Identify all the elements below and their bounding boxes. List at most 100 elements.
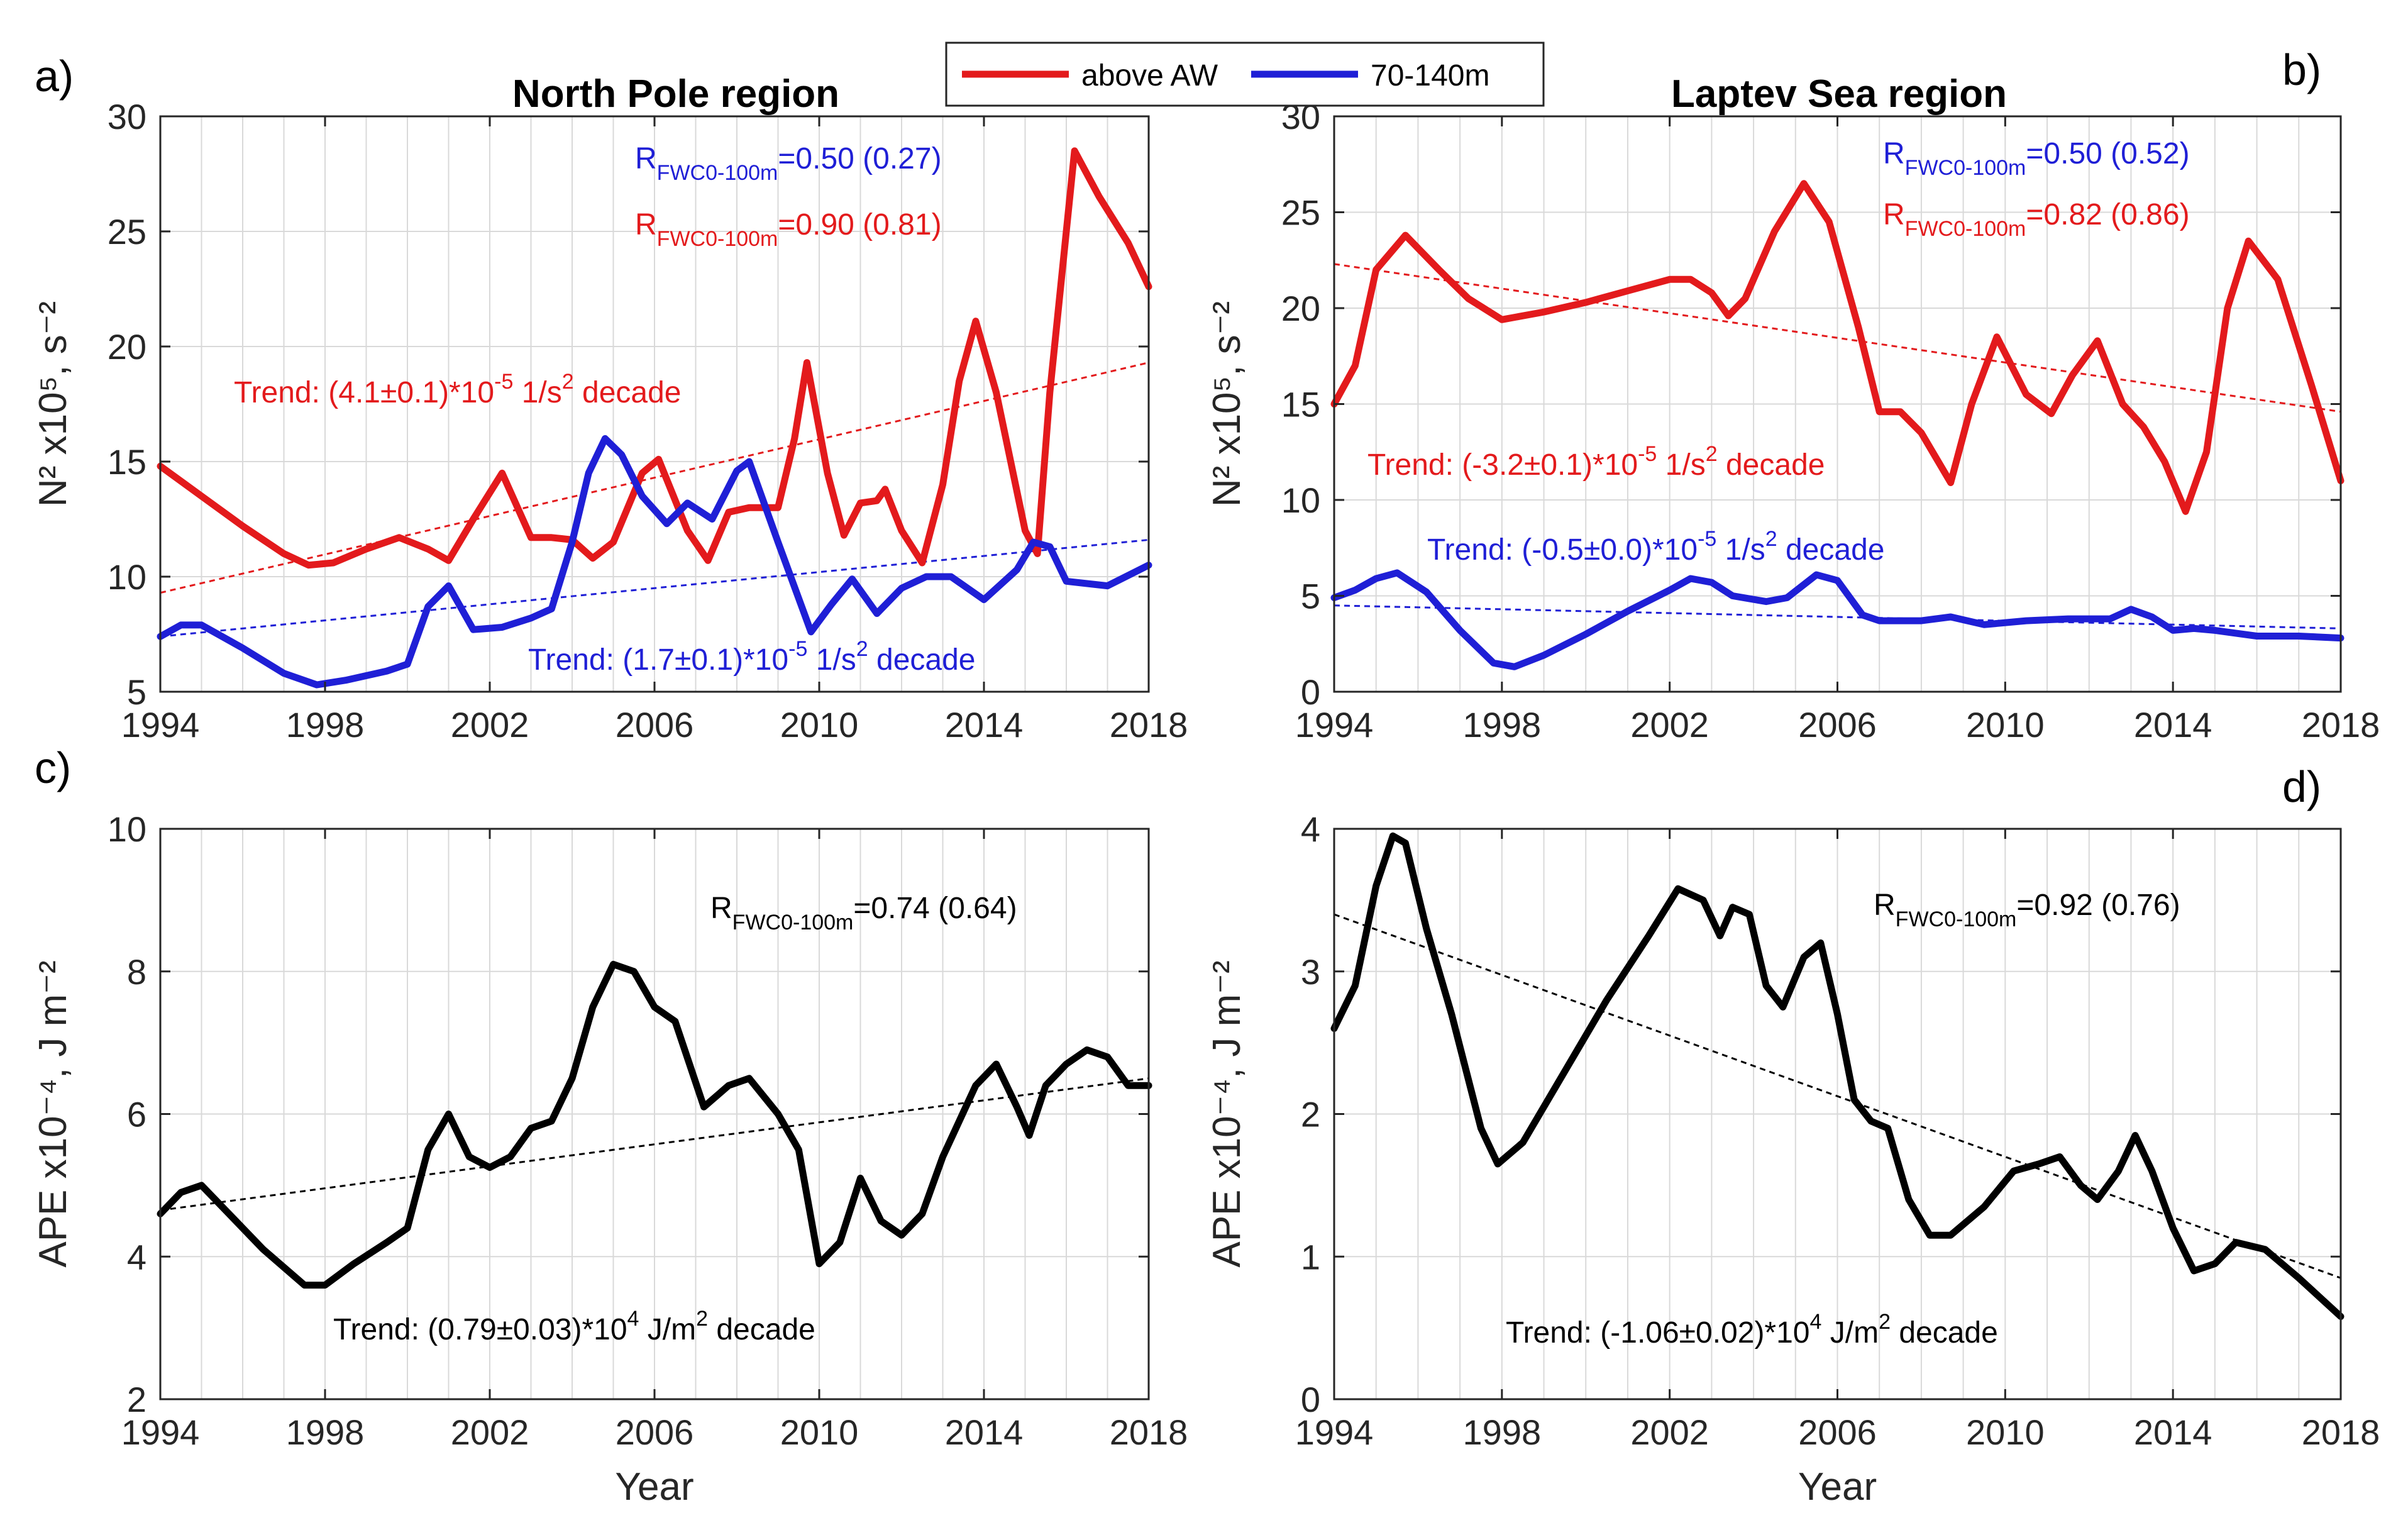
x-tick-label: 2018 [2302, 1412, 2380, 1452]
x-tick-label: 2010 [780, 705, 859, 745]
x-tick-label: 2018 [1110, 1412, 1188, 1452]
annotation-text: =0.50 (0.52) [2026, 137, 2189, 170]
correlation-annotation: RFWC0-100m=0.50 (0.52) [1883, 137, 2190, 180]
y-tick-label: 4 [1301, 809, 1320, 849]
annotation-text: =0.74 (0.64) [853, 892, 1017, 925]
annotation-text: R [1883, 137, 1905, 170]
series-line [157, 435, 1152, 689]
annotation-text: R [1874, 889, 1896, 922]
annotation-text: 1/s [1657, 448, 1705, 482]
x-tick-label: 1998 [1463, 705, 1542, 745]
trend-annotation: Trend: (1.7±0.1)*10-5 1/s2 decade [528, 637, 975, 677]
annotation-text: Trend: (-1.06±0.02)*10 [1506, 1316, 1810, 1350]
y-axis-label: APE x10⁻⁴, J m⁻² [31, 960, 75, 1267]
x-tick-label: 2006 [616, 705, 694, 745]
annotation-text: 1/s [807, 643, 856, 677]
x-tick-label: 2014 [945, 705, 1024, 745]
y-tick-label: 20 [108, 327, 146, 367]
legend: above AW 70-140m [945, 42, 1545, 107]
annotation-subscript: FWC0-100m [1905, 217, 2026, 241]
y-tick-label: 0 [1301, 672, 1320, 712]
series-line [157, 147, 1152, 569]
annotation-subscript: FWC0-100m [1896, 907, 2017, 931]
annotation-text: =0.50 (0.27) [778, 142, 941, 175]
trend-annotation: Trend: (-1.06±0.02)*104 J/m2 decade [1506, 1310, 1998, 1350]
y-tick-label: 20 [1281, 289, 1320, 328]
trend-annotation: Trend: (0.79±0.03)*104 J/m2 decade [333, 1307, 815, 1346]
annotation-text: Trend: (0.79±0.03)*10 [333, 1313, 627, 1346]
x-tick-label: 2014 [2134, 705, 2212, 745]
x-tick-label: 2010 [1966, 1412, 2045, 1452]
annotation-text: 1/s [1716, 533, 1765, 567]
panel-b: 1994 1998 2002 2006 2010 2014 2018051015202530… [1205, 45, 2380, 745]
annotation-text: decade [708, 1313, 815, 1346]
annotation-superscript: -5 [1698, 527, 1716, 551]
annotation-text: Trend: (-0.5±0.0)*10 [1427, 533, 1698, 567]
annotation-superscript: 2 [1706, 442, 1718, 466]
annotation-superscript: 4 [627, 1307, 639, 1331]
x-axis-label: Year [1798, 1465, 1877, 1509]
y-tick-label: 10 [108, 809, 146, 849]
y-tick-label: 15 [1281, 385, 1320, 424]
trend-annotation: Trend: (-0.5±0.0)*10-5 1/s2 decade [1427, 527, 1884, 567]
chart-title: Laptev Sea region [1671, 72, 2007, 116]
annotation-text: Trend: (1.7±0.1)*10 [528, 643, 788, 677]
y-axis-label: N² x10⁵, s⁻² [1205, 301, 1249, 507]
x-tick-label: 2010 [1966, 705, 2045, 745]
x-tick-label: 2018 [1110, 705, 1188, 745]
annotation-superscript: 2 [696, 1307, 708, 1331]
trend-annotation: Trend: (4.1±0.1)*10-5 1/s2 decade [234, 370, 681, 409]
y-tick-label: 3 [1301, 952, 1320, 992]
x-tick-label: 2002 [1630, 1412, 1709, 1452]
trend-line [1334, 913, 2341, 1279]
y-axis-label: N² x10⁵, s⁻² [31, 301, 75, 507]
y-tick-label: 4 [127, 1237, 146, 1277]
panel-label: a) [35, 52, 74, 101]
annotation-subscript: FWC0-100m [657, 227, 778, 251]
series-line [1330, 569, 2344, 670]
annotation-text: R [635, 142, 657, 175]
x-tick-label: 2014 [945, 1412, 1024, 1452]
y-tick-label: 10 [108, 557, 146, 597]
x-tick-label: 1994 [121, 1412, 200, 1452]
y-tick-label: 5 [1301, 577, 1320, 616]
x-tick-label: 1994 [1295, 1412, 1374, 1452]
annotation-text: =0.90 (0.81) [778, 208, 941, 241]
panel-c: 1994 1998 2002 2006 2010 2014 2018 2 4 6 8 10 APE x1… [31, 743, 1188, 1509]
annotation-text: R [1883, 198, 1905, 231]
trend-line [160, 538, 1149, 638]
annotation-text: Trend: (4.1±0.1)*10 [234, 376, 494, 409]
panel-label: d) [2282, 762, 2321, 811]
panel-a: 1994 1998 2002 2006 2010 2014 2018 5 10 15 20 25 30 N… [31, 52, 1188, 745]
correlation-annotation: RFWC0-100m=0.92 (0.76) [1874, 889, 2180, 931]
panel-label: c) [35, 743, 71, 792]
x-tick-label: 2006 [616, 1412, 694, 1452]
annotation-subscript: FWC0-100m [657, 161, 778, 185]
annotation-superscript: -5 [788, 637, 807, 661]
y-tick-label: 15 [108, 442, 146, 482]
x-tick-label: 2018 [2302, 705, 2380, 745]
x-tick-label: 2002 [451, 705, 529, 745]
annotation-subscript: FWC0-100m [732, 911, 854, 934]
y-tick-label: 5 [127, 672, 146, 712]
correlation-annotation: RFWC0-100m=0.90 (0.81) [635, 208, 942, 251]
x-tick-label: 1998 [1463, 1412, 1542, 1452]
y-tick-label: 2 [1301, 1095, 1320, 1134]
x-tick-label: 2014 [2134, 1412, 2212, 1452]
annotation-text: R [710, 892, 732, 925]
x-tick-label: 2010 [780, 1412, 859, 1452]
legend-label: above AW [1081, 59, 1218, 92]
annotation-superscript: 2 [1765, 527, 1777, 551]
x-tick-label: 2006 [1798, 705, 1877, 745]
y-tick-label: 8 [127, 952, 146, 992]
series-line [1330, 832, 2344, 1320]
trend-line [160, 362, 1149, 594]
annotation-text: Trend: (-3.2±0.1)*10 [1367, 448, 1638, 482]
annotation-text: J/m [639, 1313, 696, 1346]
trend-annotation: Trend: (-3.2±0.1)*10-5 1/s2 decade [1367, 442, 1825, 482]
x-axis-label: Year [615, 1465, 693, 1509]
trend-line [1334, 604, 2341, 629]
correlation-annotation: RFWC0-100m=0.74 (0.64) [710, 892, 1017, 934]
x-tick-label: 2002 [451, 1412, 529, 1452]
